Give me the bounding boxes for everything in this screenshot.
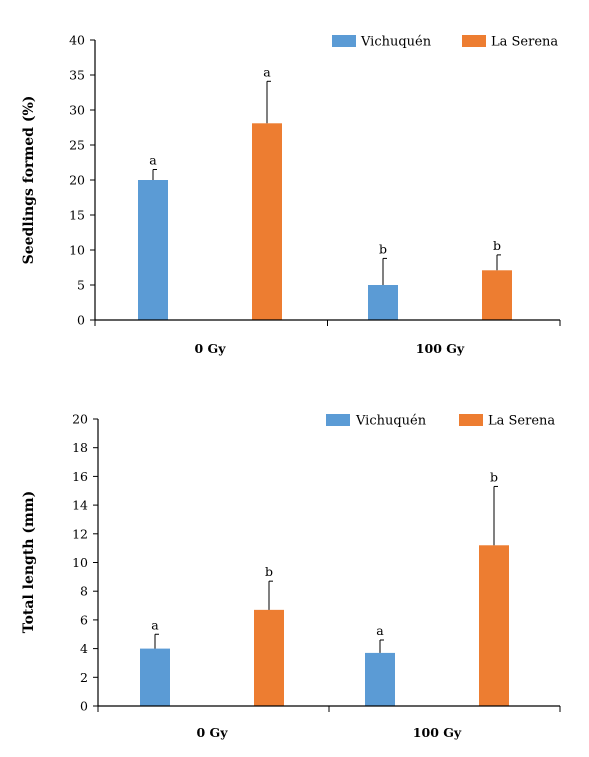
y-tick-label: 12 — [72, 526, 88, 541]
y-tick-label: 18 — [72, 440, 88, 455]
x-category-label: 0 Gy — [197, 725, 229, 740]
y-tick-label: 5 — [77, 278, 85, 293]
significance-label: a — [149, 153, 157, 168]
significance-label: b — [379, 241, 387, 256]
significance-label: a — [151, 617, 159, 632]
bar-vichuquen-1 — [368, 285, 398, 320]
bar-la-serena-0 — [252, 123, 282, 320]
y-tick-label: 40 — [69, 33, 85, 48]
y-axis-title: Seedlings formed (%) — [21, 96, 37, 265]
y-tick-label: 8 — [80, 584, 88, 599]
y-tick-label: 6 — [80, 612, 88, 627]
significance-label: b — [493, 238, 501, 253]
legend-swatch — [326, 414, 350, 426]
length-chart: a a b b 0 2 4 6 8 10 12 14 16 18 20 0 Gy 100 Gy Total len… — [21, 412, 561, 740]
y-tick-label: 4 — [80, 641, 88, 656]
significance-label: b — [265, 564, 273, 579]
y-tick-label: 0 — [77, 313, 85, 328]
legend-label: Vichuquén — [360, 35, 432, 50]
y-tick-label: 14 — [72, 498, 88, 513]
x-category-label: 100 Gy — [416, 341, 465, 356]
y-tick-label: 15 — [69, 208, 85, 223]
y-tick-label: 25 — [69, 138, 85, 153]
bar-vichuquen-0 — [138, 180, 168, 320]
y-tick-label: 35 — [69, 68, 85, 83]
y-tick-label: 30 — [69, 103, 85, 118]
y-tick-label: 20 — [72, 412, 88, 427]
significance-label: b — [490, 469, 498, 484]
bar-la-serena-0 — [254, 609, 284, 706]
x-category-label: 0 Gy — [195, 341, 227, 356]
bar-vichuquen-1 — [365, 652, 395, 706]
y-tick-label: 10 — [72, 555, 88, 570]
legend-label: Vichuquén — [355, 414, 427, 429]
y-tick-label: 2 — [80, 670, 88, 685]
seedlings-chart: a b a b 0 5 10 15 20 25 30 35 40 0 Gy 100 Gy Seedlings … — [21, 33, 561, 356]
legend-swatch — [459, 414, 483, 426]
y-tick-label: 10 — [69, 243, 85, 258]
x-category-label: 100 Gy — [413, 725, 462, 740]
significance-label: a — [376, 623, 384, 638]
bar-la-serena-1 — [479, 545, 509, 706]
legend-label: La Serena — [488, 414, 555, 429]
legend-swatch — [332, 35, 356, 47]
y-tick-label: 20 — [69, 173, 85, 188]
y-tick-label: 16 — [72, 469, 88, 484]
legend-swatch — [462, 35, 486, 47]
significance-label: a — [263, 64, 271, 79]
y-axis-title: Total length (mm) — [21, 491, 37, 633]
bar-la-serena-1 — [482, 270, 512, 320]
bar-vichuquen-0 — [140, 648, 170, 706]
legend-label: La Serena — [491, 35, 558, 50]
y-tick-label: 0 — [80, 699, 88, 714]
